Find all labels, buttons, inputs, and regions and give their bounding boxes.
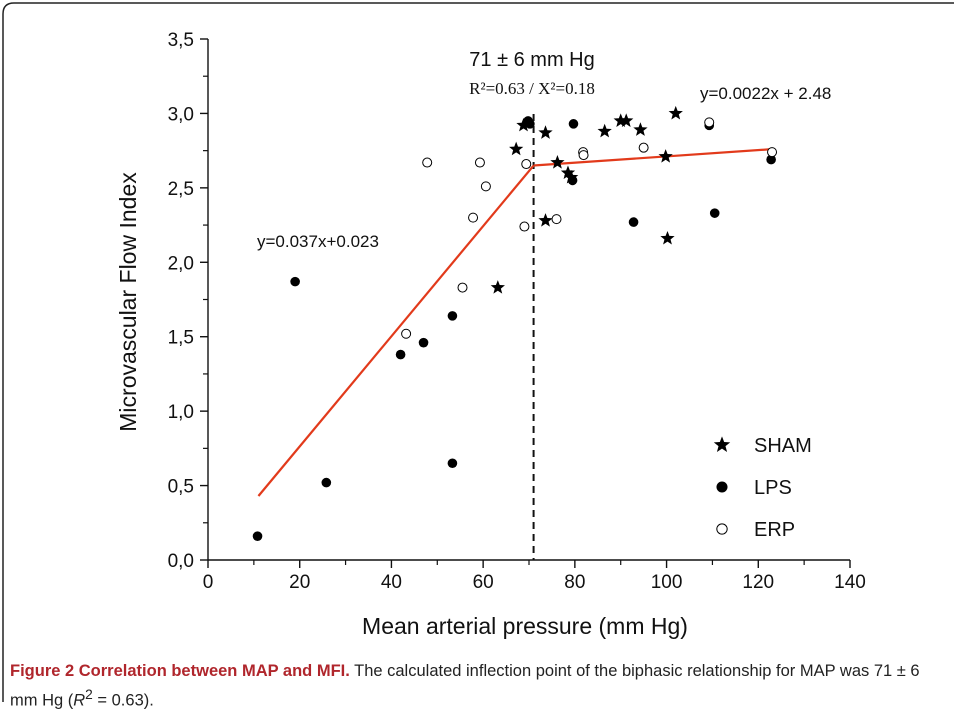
equation-right-label: y=0.0022x + 2.48 xyxy=(700,84,831,103)
data-points xyxy=(252,105,778,541)
sham-point xyxy=(538,213,553,227)
erp-point xyxy=(422,157,433,168)
chart: 0 20 40 60 80 100 120 140 0,0 0,5 1,0 1,5 2,0 2,5 3,0 3… xyxy=(115,30,866,639)
annotations: 71 ± 6 mm Hg R²=0.63 / Χ²=0.18 y=0.0022x… xyxy=(257,49,831,251)
stats-label: R²=0.63 / Χ²=0.18 xyxy=(469,79,595,98)
erp-point xyxy=(468,212,479,223)
lps-point xyxy=(321,477,332,488)
x-tick-label: 40 xyxy=(381,572,402,593)
erp-point xyxy=(480,181,491,192)
fit-lines xyxy=(257,148,773,497)
sham-point xyxy=(550,155,565,169)
sham-point xyxy=(516,117,531,132)
fit-line xyxy=(533,148,773,167)
x-tick-label: 0 xyxy=(203,572,214,593)
erp-point xyxy=(578,150,589,161)
x-tick-label: 100 xyxy=(651,572,683,593)
sham-point xyxy=(490,280,505,294)
y-tick-label: 1,5 xyxy=(168,328,194,349)
lps-point xyxy=(525,119,535,129)
sham-point xyxy=(509,141,524,156)
sham-point xyxy=(613,113,628,127)
sham-point xyxy=(560,165,576,180)
lps-point xyxy=(252,531,263,541)
figure-caption: Figure 2 Correlation between MAP and MFI… xyxy=(10,660,945,713)
legend-marker-lps xyxy=(716,481,728,493)
sham-point xyxy=(597,123,612,138)
caption-r-symbol: R xyxy=(73,691,86,710)
erp-point xyxy=(638,142,649,153)
fit-line xyxy=(257,164,535,497)
y-tick-label: 0,0 xyxy=(168,551,194,572)
sham-point xyxy=(633,122,648,136)
y-tick-label: 2,5 xyxy=(168,179,194,200)
legend-marker-erp xyxy=(716,523,728,535)
legend-label-erp: ERP xyxy=(754,519,795,541)
lps-point xyxy=(447,311,458,321)
erp-point xyxy=(519,221,530,232)
axes: 0 20 40 60 80 100 120 140 0,0 0,5 1,0 1,5 2,0 2,5 3,0 3… xyxy=(168,30,866,593)
x-axis-label: Mean arterial pressure (mm Hg) xyxy=(362,613,688,639)
lps-point xyxy=(766,154,776,165)
sham-point xyxy=(660,230,675,245)
x-tick-label: 120 xyxy=(742,572,774,593)
legend-label-sham: SHAM xyxy=(754,435,812,457)
erp-point xyxy=(704,117,715,128)
erp-point xyxy=(474,157,485,168)
sham-point xyxy=(668,105,683,120)
sham-point xyxy=(538,125,553,139)
caption-title: Figure 2 Correlation between MAP and MFI… xyxy=(10,662,350,680)
y-tick-label: 0,5 xyxy=(168,477,194,498)
erp-point xyxy=(457,282,468,293)
x-tick-label: 60 xyxy=(473,572,494,593)
lps-point xyxy=(418,337,429,348)
erp-point xyxy=(551,214,562,225)
y-tick-label: 3,5 xyxy=(168,30,194,51)
sham-point xyxy=(619,113,634,127)
lps-point xyxy=(290,276,300,287)
erp-point xyxy=(521,159,532,170)
x-tick-label: 80 xyxy=(564,572,585,593)
lps-point xyxy=(447,458,458,469)
y-tick-label: 2,0 xyxy=(168,253,194,274)
equation-left-label: y=0.037x+0.023 xyxy=(257,232,379,251)
erp-point xyxy=(767,147,778,158)
caption-superscript: 2 xyxy=(85,687,93,702)
figure-frame xyxy=(2,2,954,702)
caption-text-end: = 0.63). xyxy=(92,691,154,710)
y-tick-label: 3,0 xyxy=(168,104,194,125)
erp-point xyxy=(401,328,412,339)
y-tick-label: 1,0 xyxy=(168,402,194,423)
lps-point xyxy=(568,119,579,129)
lps-point xyxy=(709,208,720,218)
inflection-label: 71 ± 6 mm Hg xyxy=(469,49,594,71)
sham-point xyxy=(658,149,673,163)
y-axis-label: Microvascular Flow Index xyxy=(115,172,141,432)
legend: SHAM LPS ERP xyxy=(713,435,812,541)
lps-point xyxy=(395,349,406,360)
legend-marker-sham xyxy=(713,436,731,452)
x-tick-label: 140 xyxy=(834,572,866,593)
lps-point xyxy=(628,217,639,227)
legend-label-lps: LPS xyxy=(754,477,792,499)
lps-point xyxy=(567,175,578,186)
x-tick-label: 20 xyxy=(289,572,310,593)
